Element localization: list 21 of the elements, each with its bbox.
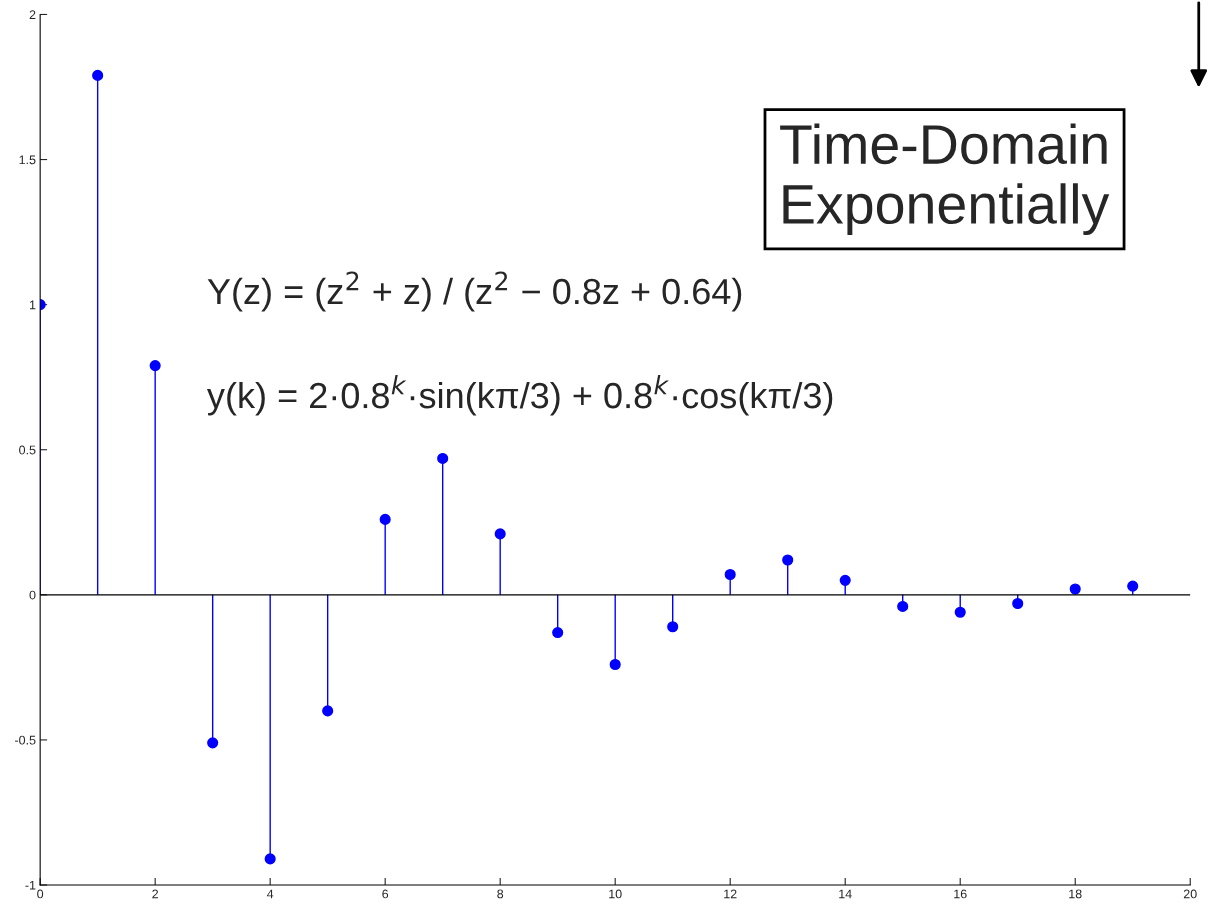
x-tick-label: 4 [266, 889, 274, 899]
y-tick-label: -1 [25, 880, 36, 890]
annotation: Time-Domain Exponentially [780, 123, 1110, 236]
annotation: Y(z) = (z$^{2}$ + z) / (z$^{2}$ − 0.8z + 0.64) [207, 271, 742, 312]
y-tick-label: 0 [29, 590, 36, 600]
y-tick-label: 0.5 [19, 445, 36, 455]
x-tick-label: 12 [724, 889, 737, 899]
y-tick-label: -0.5 [15, 735, 36, 745]
x-tick-label: 20 [1183, 889, 1197, 899]
x-tick-label: 8 [497, 889, 504, 899]
annotation: y(k) = 2·0.8$^{k}$·sin(kπ/3) + 0.8$^{k}$·cos(kπ/3) [206, 375, 833, 416]
y-tick-label: 1.5 [19, 155, 36, 165]
x-tick-label: 18 [1069, 889, 1082, 899]
x-tick-label: 16 [954, 889, 967, 899]
y-tick-label: 1 [30, 300, 36, 310]
x-tick-label: 14 [839, 889, 852, 899]
x-tick-label: 2 [152, 889, 159, 899]
x-tick-label: 6 [382, 889, 389, 899]
x-tick-label: 10 [609, 889, 622, 899]
x-tick-label: 0 [37, 889, 44, 899]
y-tick-label: 2 [29, 10, 36, 19]
